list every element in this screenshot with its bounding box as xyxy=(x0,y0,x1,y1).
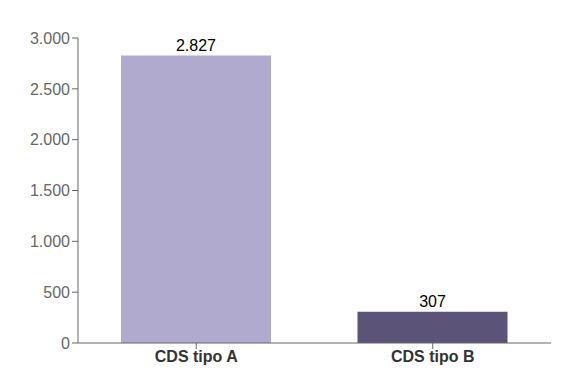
svg-text:0: 0 xyxy=(61,335,70,352)
svg-text:CDS tipo B: CDS tipo B xyxy=(391,348,475,365)
svg-text:2.500: 2.500 xyxy=(30,81,70,98)
svg-text:1.000: 1.000 xyxy=(30,233,70,250)
svg-text:2.827: 2.827 xyxy=(176,37,216,54)
svg-text:2.000: 2.000 xyxy=(30,131,70,148)
svg-text:307: 307 xyxy=(419,293,446,310)
svg-text:CDS tipo A: CDS tipo A xyxy=(155,348,238,365)
svg-text:3.000: 3.000 xyxy=(30,30,70,47)
svg-text:500: 500 xyxy=(43,284,70,301)
svg-text:1.500: 1.500 xyxy=(30,182,70,199)
